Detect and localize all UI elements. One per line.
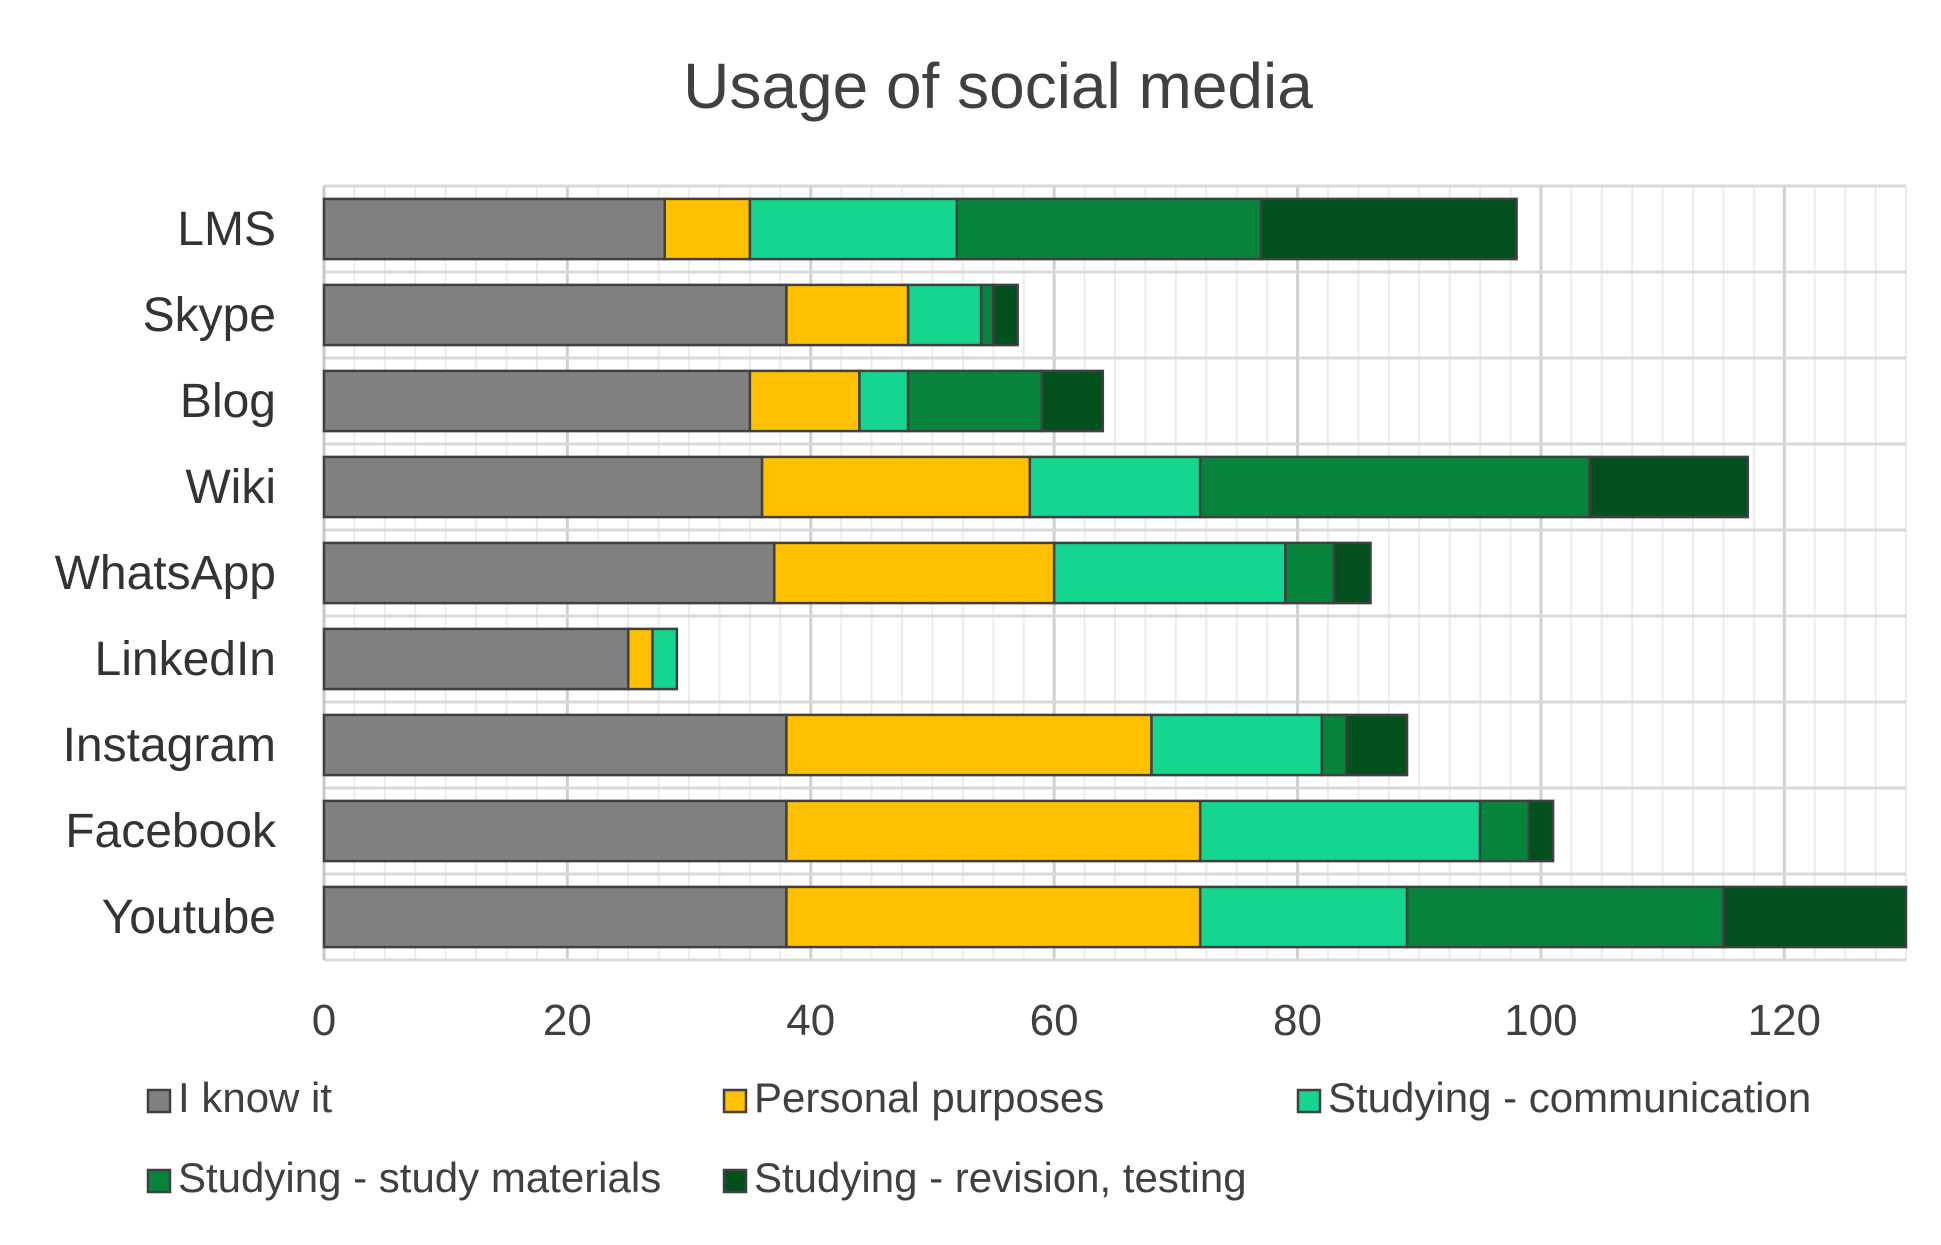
bar-blog-studying-revision-testing xyxy=(1040,369,1105,433)
category-label-facebook: Facebook xyxy=(65,805,277,858)
bar-whatsapp-studying-study-materials xyxy=(1284,541,1336,605)
bar-instagram-personal-purposes xyxy=(785,713,1153,777)
category-label-instagram: Instagram xyxy=(63,719,276,772)
legend-label-studying-communication: Studying - communication xyxy=(1328,1074,1811,1121)
bar-blog-personal-purposes xyxy=(748,369,861,433)
bar-wiki-studying-revision-testing xyxy=(1588,455,1750,519)
legend-swatch-i-know-it xyxy=(146,1088,172,1114)
category-label-blog: Blog xyxy=(180,375,276,428)
bar-lms-i-know-it xyxy=(322,197,666,261)
category-label-youtube: Youtube xyxy=(102,891,276,944)
bar-facebook-studying-communication xyxy=(1198,799,1482,863)
bar-linkedin-i-know-it xyxy=(322,627,630,691)
bar-wiki-studying-study-materials xyxy=(1198,455,1591,519)
x-axis-ticks: 0 20 40 60 80 100 120 xyxy=(312,996,1821,1045)
bar-instagram-studying-study-materials xyxy=(1320,713,1348,777)
bar-lms-studying-study-materials xyxy=(955,197,1263,261)
bars xyxy=(322,197,1908,949)
bar-skype-i-know-it xyxy=(322,283,788,347)
bar-facebook-personal-purposes xyxy=(785,799,1202,863)
x-tick-label-100: 100 xyxy=(1504,996,1577,1045)
legend-label-personal-purposes: Personal purposes xyxy=(754,1074,1104,1121)
legend-label-studying-revision-testing: Studying - revision, testing xyxy=(754,1154,1247,1201)
bar-instagram-studying-communication xyxy=(1150,713,1324,777)
bar-youtube-personal-purposes xyxy=(785,885,1202,949)
category-label-skype: Skype xyxy=(143,289,276,342)
bar-skype-studying-revision-testing xyxy=(992,283,1019,347)
bar-youtube-studying-revision-testing xyxy=(1722,885,1908,949)
y-axis-labels: LMS Skype Blog Wiki WhatsApp LinkedIn Instagra… xyxy=(55,203,277,944)
x-tick-label-60: 60 xyxy=(1030,996,1079,1045)
bar-instagram-studying-revision-testing xyxy=(1344,713,1409,777)
legend-swatch-personal-purposes xyxy=(722,1088,748,1114)
x-tick-label-120: 120 xyxy=(1748,996,1821,1045)
bar-wiki-i-know-it xyxy=(322,455,764,519)
legend-label-i-know-it: I know it xyxy=(178,1074,332,1121)
x-tick-label-80: 80 xyxy=(1273,996,1322,1045)
bar-blog-studying-communication xyxy=(858,369,910,433)
legend-label-studying-study-materials: Studying - study materials xyxy=(178,1154,661,1201)
category-label-linkedin: LinkedIn xyxy=(95,633,276,686)
bar-youtube-studying-study-materials xyxy=(1405,885,1725,949)
bar-wiki-personal-purposes xyxy=(760,455,1032,519)
x-tick-label-20: 20 xyxy=(543,996,592,1045)
bar-skype-studying-communication xyxy=(906,283,983,347)
bar-whatsapp-personal-purposes xyxy=(773,541,1056,605)
bar-youtube-studying-communication xyxy=(1198,885,1409,949)
bar-whatsapp-studying-revision-testing xyxy=(1332,541,1372,605)
bar-linkedin-personal-purposes xyxy=(626,627,654,691)
bar-skype-personal-purposes xyxy=(785,283,910,347)
bar-youtube-i-know-it xyxy=(322,885,788,949)
bar-wiki-studying-communication xyxy=(1028,455,1202,519)
bar-linkedin-studying-communication xyxy=(651,627,679,691)
category-label-whatsapp: WhatsApp xyxy=(55,547,276,600)
legend-swatch-studying-revision-testing xyxy=(722,1168,748,1194)
bar-whatsapp-studying-communication xyxy=(1052,541,1287,605)
x-tick-label-0: 0 xyxy=(312,996,336,1045)
legend-swatch-studying-study-materials xyxy=(146,1168,172,1194)
bar-blog-studying-study-materials xyxy=(906,369,1044,433)
bar-whatsapp-i-know-it xyxy=(322,541,776,605)
bar-facebook-studying-study-materials xyxy=(1478,799,1531,863)
category-label-lms: LMS xyxy=(177,203,276,256)
x-tick-label-40: 40 xyxy=(786,996,835,1045)
legend-swatch-studying-communication xyxy=(1296,1088,1322,1114)
chart-title: Usage of social media xyxy=(683,50,1313,122)
bar-blog-i-know-it xyxy=(322,369,752,433)
bar-facebook-studying-revision-testing xyxy=(1527,799,1555,863)
bar-lms-personal-purposes xyxy=(663,197,752,261)
legend: I know it Personal purposes Studying - com… xyxy=(146,1074,1811,1201)
bar-lms-studying-revision-testing xyxy=(1259,197,1518,261)
bar-skype-studying-study-materials xyxy=(979,283,995,347)
bar-lms-studying-communication xyxy=(748,197,959,261)
category-label-wiki: Wiki xyxy=(185,461,276,514)
bar-instagram-i-know-it xyxy=(322,713,788,777)
bar-facebook-i-know-it xyxy=(322,799,788,863)
